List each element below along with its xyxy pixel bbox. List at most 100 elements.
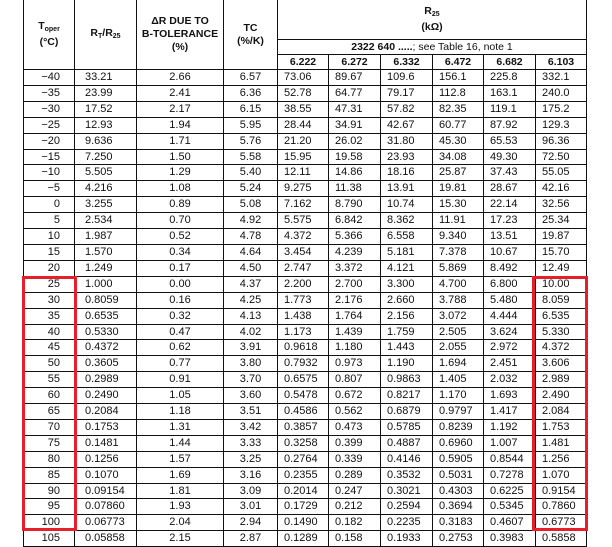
- tc-cell: 6.15: [223, 100, 278, 118]
- tolerance-cell: 0.34: [136, 243, 224, 261]
- r25-6272-cell: 0.473: [328, 418, 381, 436]
- table-row: 85 0.1070 1.69 3.16 0.2355 0.289 0.3532 0.5031 0…: [23, 466, 587, 484]
- r25-6332-cell: 8.362: [380, 212, 433, 230]
- r25-6682-cell: 87.92: [483, 116, 536, 134]
- r25-6472-cell: 2.055: [432, 339, 484, 357]
- r25-6222-cell: 21.20: [277, 132, 329, 150]
- r25-6272-cell: 0.182: [328, 514, 381, 532]
- r25-6103-cell: 96.36: [535, 132, 587, 150]
- r25-6332-cell: 10.74: [380, 196, 433, 214]
- tc-cell: 4.02: [223, 323, 278, 341]
- temperature-cell: −15: [23, 148, 75, 166]
- r25-6103-cell: 42.16: [535, 180, 587, 198]
- tolerance-cell: 0.00: [136, 275, 224, 293]
- ratio-cell: 0.2989: [74, 371, 137, 389]
- r25-6682-cell: 225.8: [483, 69, 536, 86]
- r25-6472-cell: 0.3694: [432, 498, 484, 516]
- r25-6472-cell: 0.3183: [432, 514, 484, 532]
- r25-6332-cell: 0.3021: [380, 482, 433, 500]
- tc-cell: 3.16: [223, 466, 278, 484]
- tc-cell: 6.36: [223, 84, 278, 102]
- r25-6272-cell: 0.807: [328, 371, 381, 389]
- table-row: 100 0.06773 2.04 2.94 0.1490 0.182 0.2235 0.318…: [23, 514, 587, 532]
- r25-6103-cell: 25.34: [535, 212, 587, 230]
- r25-6472-cell: 60.77: [432, 116, 484, 134]
- r25-6272-cell: 0.212: [328, 498, 381, 516]
- r25-6222-cell: 5.575: [277, 212, 329, 230]
- tc-cell: 4.13: [223, 307, 278, 325]
- r25-6682-cell: 0.7278: [483, 466, 536, 484]
- r25-6222-cell: 7.162: [277, 196, 329, 214]
- ratio-cell: 0.09154: [74, 482, 137, 500]
- r25-6332-cell: 57.82: [380, 100, 433, 118]
- r25-6222-cell: 0.3857: [277, 418, 329, 436]
- r25-6103-cell: 72.50: [535, 148, 587, 166]
- tolerance-cell: 0.91: [136, 371, 224, 389]
- tc-cell: 5.08: [223, 196, 278, 214]
- tc-cell: 3.01: [223, 498, 278, 516]
- tc-cell: 2.87: [223, 530, 278, 547]
- r25-6272-cell: 0.973: [328, 355, 381, 373]
- table-row: 5 2.534 0.70 4.92 5.575 6.842 8.362 11.91 17.23 2…: [23, 212, 587, 230]
- r25-6682-cell: 5.480: [483, 291, 536, 309]
- table-row: −10 5.505 1.29 5.40 12.11 14.86 18.16 25.87 37.4…: [23, 164, 587, 182]
- table-row: −15 7.250 1.50 5.58 15.95 19.58 23.93 34.08 49.3…: [23, 148, 587, 166]
- tolerance-cell: 1.57: [136, 450, 224, 468]
- table-row: 80 0.1256 1.57 3.25 0.2764 0.339 0.4146 0.5905 0…: [23, 450, 587, 468]
- tc-cell: 5.58: [223, 148, 278, 166]
- tc-cell: 2.94: [223, 514, 278, 532]
- ratio-cell: 0.07860: [74, 498, 137, 516]
- r25-6332-cell: 0.6879: [380, 403, 433, 420]
- r25-6472-cell: 7.378: [432, 243, 484, 261]
- tolerance-cell: 0.32: [136, 307, 224, 325]
- ratio-cell: 7.250: [74, 148, 137, 166]
- r25-6332-cell: 1.190: [380, 355, 433, 373]
- r25-6472-cell: 9.340: [432, 228, 484, 245]
- r25-6272-cell: 1.439: [328, 323, 381, 341]
- column-header-6-332: 6.332: [380, 54, 433, 70]
- r25-6272-cell: 0.158: [328, 530, 381, 547]
- r25-6332-cell: 13.91: [380, 180, 433, 198]
- tc-cell: 5.24: [223, 180, 278, 198]
- r25-6272-cell: 19.58: [328, 148, 381, 166]
- r25-6332-cell: 4.121: [380, 259, 433, 277]
- r25-6103-cell: 2.084: [535, 403, 587, 420]
- temperature-cell: 65: [23, 403, 75, 420]
- r25-6682-cell: 65.53: [483, 132, 536, 150]
- tolerance-cell: 0.89: [136, 196, 224, 214]
- r25-6272-cell: 5.366: [328, 228, 381, 245]
- tc-cell: 5.95: [223, 116, 278, 134]
- r25-6472-cell: 11.91: [432, 212, 484, 230]
- r25-6272-cell: 0.562: [328, 403, 381, 420]
- r25-6682-cell: 119.1: [483, 100, 536, 118]
- r25-6103-cell: 332.1: [535, 69, 587, 86]
- r25-6103-cell: 19.87: [535, 228, 587, 245]
- r25-6272-cell: 89.67: [328, 69, 381, 86]
- r25-6682-cell: 0.5345: [483, 498, 536, 516]
- r25-6272-cell: 6.842: [328, 212, 381, 230]
- temperature-cell: 20: [23, 259, 75, 277]
- r25-6332-cell: 109.6: [380, 69, 433, 86]
- r25-6222-cell: 52.78: [277, 84, 329, 102]
- r25-6272-cell: 2.700: [328, 275, 381, 293]
- r25-6332-cell: 18.16: [380, 164, 433, 182]
- r25-6332-cell: 2.156: [380, 307, 433, 325]
- tolerance-cell: 0.77: [136, 355, 224, 373]
- r25-6682-cell: 49.30: [483, 148, 536, 166]
- table-row: 35 0.6535 0.32 4.13 1.438 1.764 2.156 3.072 4.44…: [23, 307, 587, 325]
- r25-6472-cell: 3.788: [432, 291, 484, 309]
- table-row: −35 23.99 2.41 6.36 52.78 64.77 79.17 112.8 163.…: [23, 84, 587, 102]
- highlight-box-6103: [532, 276, 588, 531]
- r25-6103-cell: 12.49: [535, 259, 587, 277]
- tolerance-cell: 1.31: [136, 418, 224, 436]
- temperature-cell: 105: [23, 530, 75, 547]
- r25-6682-cell: 0.3983: [483, 530, 536, 547]
- ratio-cell: 0.2084: [74, 403, 137, 420]
- tolerance-cell: 1.69: [136, 466, 224, 484]
- r25-6103-cell: 4.372: [535, 339, 587, 357]
- r25-6472-cell: 3.072: [432, 307, 484, 325]
- tc-cell: 3.91: [223, 339, 278, 357]
- table-row: 90 0.09154 1.81 3.09 0.2014 0.247 0.3021 0.4303…: [23, 482, 587, 500]
- r25-6272-cell: 14.86: [328, 164, 381, 182]
- r25-6682-cell: 17.23: [483, 212, 536, 230]
